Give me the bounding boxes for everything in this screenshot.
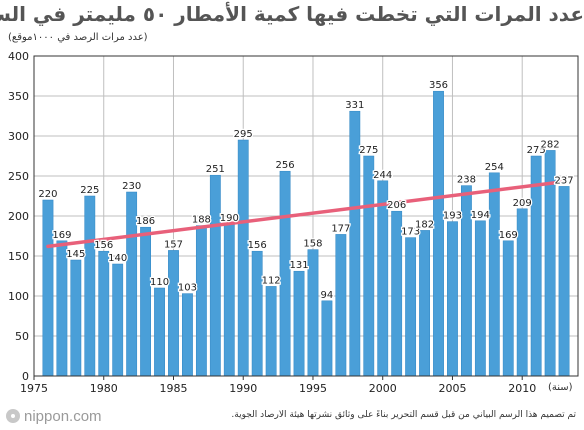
bar [265, 286, 277, 377]
bar-value-label: 251 [206, 164, 225, 175]
bar [112, 263, 124, 377]
bar [293, 270, 305, 377]
bar [447, 221, 458, 377]
x-tick-label: 1980 [90, 382, 118, 395]
bar [223, 223, 235, 377]
plot-frame [33, 55, 579, 377]
bar-value-label: 158 [303, 239, 322, 250]
bar-value-label: 112 [262, 275, 281, 286]
y-axis-unit-label: (عدد مرات الرصد في ١٠٠٠موقع) [8, 32, 148, 43]
bar [558, 186, 570, 377]
source-note: تم تصميم هذا الرسم البياني من قبل قسم ال… [231, 410, 576, 420]
x-tick-label: 1985 [159, 382, 187, 395]
y-tick-label: 0 [22, 370, 29, 383]
bar-value-label: 220 [38, 189, 57, 200]
y-tick-label: 150 [8, 250, 29, 263]
bar-value-label: 103 [178, 283, 197, 294]
bar [419, 230, 430, 377]
bar [474, 220, 486, 377]
bar-value-label: 275 [527, 145, 546, 156]
bar-value-label: 188 [192, 215, 211, 226]
y-tick-label: 250 [8, 170, 29, 183]
bar [209, 174, 221, 377]
logo-mark-icon [6, 409, 20, 423]
bar-value-label: 244 [373, 170, 392, 181]
bar-value-label: 190 [220, 213, 239, 224]
chart-title: عدد المرات التي تخطت فيها كمية الأمطار ٥… [0, 2, 584, 26]
bar [251, 250, 263, 377]
x-tick-label: 2000 [369, 382, 397, 395]
bar-value-label: 256 [276, 160, 295, 171]
y-tick-label: 100 [8, 290, 29, 303]
bar-value-label: 94 [321, 290, 334, 301]
bar [98, 250, 110, 377]
bar-value-label: 209 [513, 198, 532, 209]
bar-value-label: 282 [541, 139, 560, 150]
nippon-logo: nippon.com [6, 406, 102, 426]
y-tick-label: 350 [8, 90, 29, 103]
bar-value-label: 225 [80, 185, 99, 196]
bar-value-label: 131 [289, 260, 308, 271]
bar-value-label: 156 [248, 240, 267, 251]
bar-value-label: 173 [401, 227, 420, 238]
bar [42, 199, 54, 377]
bar [168, 250, 179, 377]
bar-value-label: 169 [499, 230, 518, 241]
bar [84, 195, 96, 377]
bar [516, 208, 528, 377]
bar-value-label: 238 [457, 175, 476, 186]
bar-value-label: 206 [387, 200, 406, 211]
bar [433, 90, 444, 377]
bar-value-label: 110 [150, 277, 169, 288]
bar [182, 293, 193, 377]
y-tick-label: 300 [8, 130, 29, 143]
bar [237, 139, 249, 377]
y-tick-label: 200 [8, 210, 29, 223]
bar [488, 172, 500, 377]
bar-value-label: 169 [52, 230, 71, 241]
bar-value-label: 275 [359, 145, 378, 156]
bar [140, 226, 152, 377]
bar [405, 237, 417, 377]
trend-line [46, 179, 566, 249]
bar-value-label: 194 [471, 210, 490, 221]
bar-value-label: 237 [555, 175, 574, 186]
y-tick-label: 400 [8, 50, 29, 63]
x-tick-label: 1975 [20, 382, 48, 395]
x-tick-label: 1995 [299, 382, 327, 395]
y-tick-label: 50 [15, 330, 29, 343]
x-tick-label: 1990 [229, 382, 257, 395]
x-tick-label: 2010 [508, 382, 536, 395]
bar [363, 155, 375, 377]
bar-value-label: 295 [234, 129, 253, 140]
bar [307, 249, 319, 377]
bar-value-label: 331 [345, 100, 364, 111]
x-tick-label: 2005 [438, 382, 466, 395]
bar-value-label: 193 [443, 211, 462, 222]
bar-value-label: 157 [164, 239, 183, 250]
bar [530, 155, 542, 377]
logo-text: nippon.com [24, 407, 102, 425]
bar [335, 234, 347, 377]
bar [195, 225, 207, 377]
bar-value-label: 177 [331, 223, 350, 234]
bar-value-label: 182 [415, 219, 434, 230]
bar-chart: 0 50 100 150 200 250 300 350 400 1975 1980 1985 1990… [8, 50, 579, 395]
bar-value-label: 254 [485, 162, 504, 173]
bar-value-label: 230 [122, 181, 141, 192]
bar [154, 287, 165, 377]
bar [321, 300, 333, 377]
bar-value-label: 186 [136, 216, 155, 227]
bar-value-label: 356 [429, 80, 448, 91]
bar [502, 240, 514, 377]
bar [70, 259, 82, 377]
bar [279, 170, 291, 377]
bar-value-label: 140 [108, 253, 127, 264]
bar [56, 240, 68, 377]
bar-value-label: 145 [66, 249, 85, 260]
x-axis-unit-label: (سنة) [548, 382, 573, 393]
bar-value-label: 156 [94, 240, 113, 251]
